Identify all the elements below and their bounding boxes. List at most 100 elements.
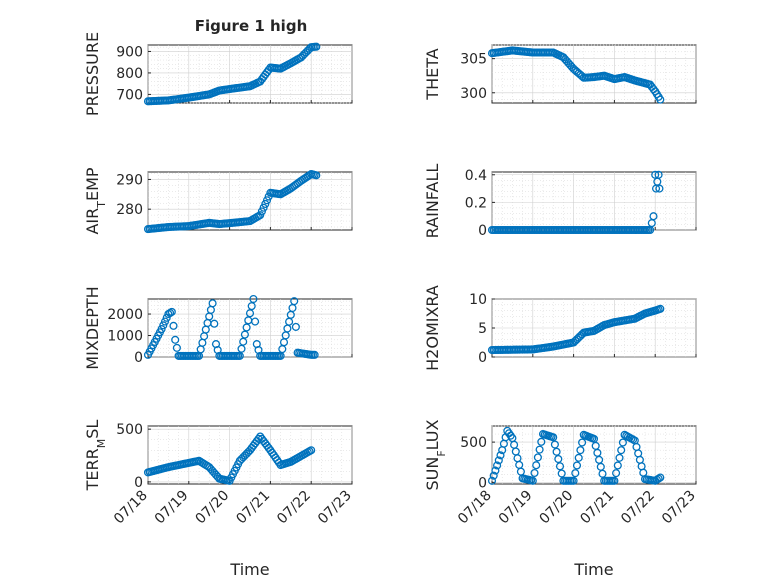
data-point [655,184,664,193]
data-point [549,433,558,442]
y-axis-label: RAINFALL [423,164,442,239]
ytick-label: 0 [134,475,143,491]
y-axis-label: AIRTEMP [83,167,108,234]
xtick-label: 07/21 [577,488,617,528]
y-axis-label: PRESSURE [83,32,102,116]
xtick-label: 07/18 [455,488,495,528]
data-point [307,446,316,455]
ytick-label: 290 [116,172,143,188]
subplot-6: 0 5 10 H2OMIXRA [423,285,697,371]
ytick-label: 0 [134,350,143,366]
data-point [247,302,256,311]
x-axis-label: Time [573,560,613,579]
data-point [291,322,300,331]
xtick-label: 07/19 [496,488,536,528]
data-point [554,454,563,464]
figure-title: Figure 1 high [195,17,308,35]
subplot-grid: 700 800 900 PRESSURE 300 305 THETA 280 290 AIRTEM… [83,32,699,579]
data-point [613,461,622,470]
data-point [649,212,658,221]
data-point [654,474,663,483]
ytick-label: 5 [478,321,487,337]
ytick-label: 280 [116,202,143,218]
subplot-7: 0 500 07/18 07/19 07/20 07/21 07/22 07/23 Time TE… [83,420,355,579]
data-point [167,307,176,316]
y-axis-label: THETA [423,48,442,100]
data-point [617,446,626,455]
data-point [569,476,578,485]
subplot-1: 700 800 900 PRESSURE [83,32,353,116]
xtick-label: 07/22 [618,488,658,528]
data-point [571,469,580,478]
data-point [242,323,251,332]
data-point [251,317,260,326]
data-point [532,461,541,470]
data-point [656,95,665,104]
data-point [166,308,175,318]
subplot-3: 280 290 AIRTEMP [83,167,353,235]
data-point [610,476,619,485]
ytick-label: 305 [460,52,487,68]
data-point [172,343,181,352]
data-point [557,469,566,478]
data-point [537,437,546,446]
ytick-label: 500 [460,435,487,451]
y-axis-label: MIXDEPTH [83,286,102,369]
data-point [487,476,497,485]
data-point [262,196,272,205]
data-point [528,476,537,485]
data-point [656,473,665,482]
data-point [555,462,565,471]
data-point [312,42,321,51]
x-axis-label: Time [229,560,269,579]
data-point [210,319,219,328]
subplot-8: 0 500 07/18 07/19 07/20 07/21 07/22 07/23 Time SU… [423,419,699,579]
data-point [261,199,270,209]
data-point [157,325,166,334]
data-point [578,438,587,447]
y-axis-label: H2OMIXRA [423,285,442,371]
data-point [310,350,319,359]
ytick-label: 0.2 [465,195,487,211]
data-point [533,453,542,462]
data-point [530,468,539,478]
data-point [245,309,255,318]
data-point [574,453,583,462]
data-point [494,456,503,465]
data-point [493,461,502,470]
data-point [256,211,265,220]
data-point [237,344,246,353]
data-point [208,299,217,308]
y-axis-label: SUNFLUX [423,419,448,490]
data-point [235,351,244,360]
xtick-label: 07/18 [111,488,151,528]
data-point [654,170,663,179]
xtick-label: 07/20 [193,488,233,528]
data-point [618,438,627,447]
xtick-label: 07/19 [152,488,192,528]
subplot-4: 0 0.2 0.4 RAINFALL [423,164,697,239]
y-axis-label: TERRMSL [83,420,108,492]
data-point [615,453,624,462]
ytick-label: 0.4 [465,168,487,184]
data-point [612,469,621,478]
ytick-label: 1000 [107,329,143,345]
ytick-label: 0 [478,350,487,366]
data-point [254,434,263,443]
data-point [496,451,505,460]
xtick-label: 07/21 [233,488,273,528]
data-point [651,170,660,179]
plot-area [491,171,697,231]
xtick-label: 07/22 [274,488,314,528]
ytick-label: 800 [116,66,143,82]
ytick-label: 900 [116,44,143,60]
data-point [171,335,180,344]
subplot-2: 300 305 THETA [423,44,697,104]
ytick-label: 0 [478,475,487,491]
xtick-label: 07/20 [537,488,577,528]
data-point [552,447,561,456]
data-point [550,440,559,449]
data-point [491,466,500,475]
data-point [240,330,249,339]
